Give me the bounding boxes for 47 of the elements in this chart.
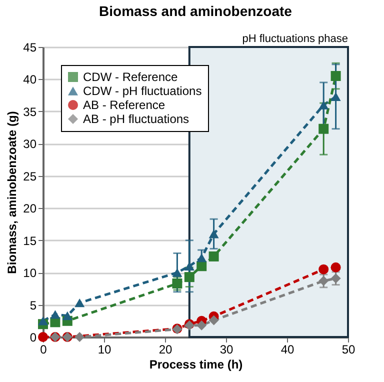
point (330, 71, 341, 81)
y-tick-label: 45 (23, 40, 37, 54)
point (318, 100, 329, 110)
point (50, 310, 60, 319)
y-tick-label: 10 (23, 266, 37, 280)
x-tick-label: 10 (98, 342, 112, 356)
point (184, 262, 194, 270)
point (172, 268, 182, 277)
point (330, 92, 341, 101)
y-tick-label: 30 (23, 137, 37, 152)
x-tick-label: 0 (40, 342, 48, 356)
point (196, 320, 207, 330)
point (74, 298, 85, 308)
point (172, 278, 182, 289)
point (208, 230, 219, 238)
y-tick-label: 25 (23, 169, 37, 184)
legend-label: CDW - Reference (83, 70, 178, 84)
x-tick-label: 40 (280, 342, 294, 356)
point (74, 332, 85, 342)
point (318, 124, 329, 134)
x-tick-label: 30 (220, 342, 234, 356)
point (184, 272, 194, 282)
point (196, 261, 207, 272)
y-tick-label: 5 (30, 298, 37, 312)
y-tick-label: 15 (23, 234, 37, 248)
band-label: pH fluctuations phase (242, 33, 348, 45)
y-tick-label: 20 (23, 202, 37, 216)
x-axis-title: Process time (h) (149, 358, 243, 372)
legend-label: CDW - pH fluctuations (83, 84, 202, 98)
point (330, 262, 341, 272)
point (196, 253, 207, 262)
legend-label: AB - Reference (83, 98, 166, 112)
point (38, 316, 48, 326)
point (318, 264, 329, 274)
legend-label: AB - pH fluctuations (83, 112, 190, 126)
y-tick-label: 40 (23, 72, 37, 87)
point (62, 311, 72, 320)
point (208, 251, 219, 262)
x-tick-label: 20 (158, 342, 172, 356)
chart-title: Biomass and aminobenzoate (99, 3, 292, 19)
x-tick-label: 50 (342, 342, 356, 356)
y-tick-label: 35 (23, 104, 37, 119)
point (330, 273, 341, 284)
point (318, 276, 329, 286)
point (208, 315, 219, 326)
y-tick-label: 0 (30, 330, 37, 344)
y-axis-title: Biomass, aminobenzoate (g) (5, 111, 20, 274)
